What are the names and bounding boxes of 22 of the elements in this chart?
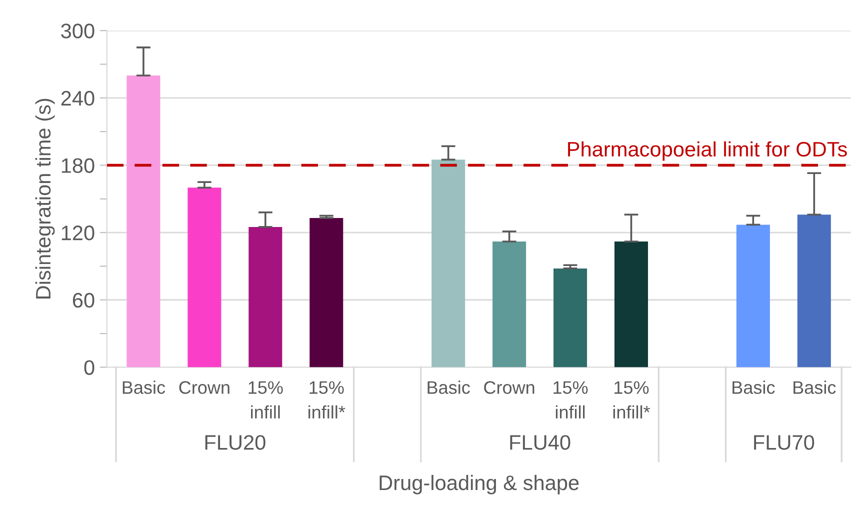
- x-tick-label: Basic: [122, 380, 166, 394]
- ref-line-label: Pharmacopoeial limit for ODTs: [568, 141, 847, 161]
- y-tick-label: 240: [61, 90, 94, 106]
- text: FLU20: [205, 435, 266, 450]
- x-tick-label: Crown: [484, 381, 534, 394]
- y-tick-label: 60: [72, 292, 94, 308]
- x-tick-label: Basic: [794, 380, 836, 394]
- y-tick-label: 0: [84, 360, 94, 375]
- x-tick-label: 15% infill: [554, 381, 588, 418]
- text: FLU70: [754, 435, 814, 450]
- x-tick-label: Basic: [732, 380, 775, 394]
- x-tick-label: Basic: [428, 380, 470, 394]
- x-tick-label: 15% infill*: [308, 381, 346, 418]
- y-tick-label: 300: [61, 24, 94, 38]
- y-axis-title: Disintegration time (s): [35, 98, 55, 298]
- text: FLU40: [510, 435, 570, 450]
- x-tick-label: 15% infill: [248, 381, 283, 418]
- y-tick-label: 120: [62, 226, 94, 240]
- x-tick-label: 15% infill*: [613, 381, 650, 418]
- y-tick-label: 180: [62, 158, 94, 173]
- x-axis-title: Drug-loading & shape: [380, 474, 579, 494]
- x-tick-label: Crown: [179, 381, 230, 394]
